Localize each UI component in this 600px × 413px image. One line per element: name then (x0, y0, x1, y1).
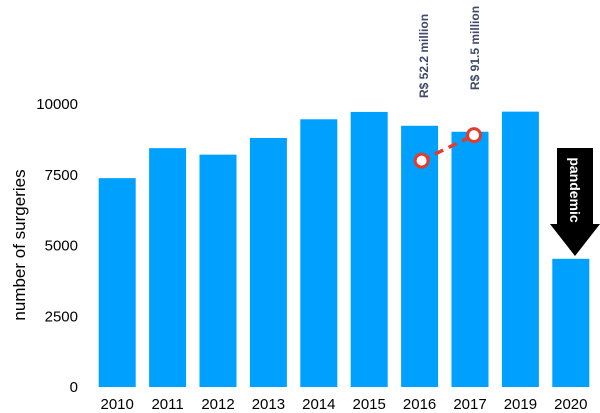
y-tick-label: 5000 (45, 238, 78, 255)
x-tick-label: 2016 (403, 396, 436, 413)
y-axis: 0 2500 5000 7500 10000 (36, 96, 78, 396)
cost-trend-end-point (466, 127, 482, 144)
x-tick-label: 2017 (453, 396, 486, 413)
y-tick-label: 2500 (45, 308, 78, 325)
x-tick-label: 2012 (201, 396, 234, 413)
x-tick-label: 2010 (101, 396, 134, 413)
bar-2014 (300, 119, 338, 388)
y-tick-label: 10000 (36, 96, 78, 113)
bar-2019 (501, 111, 539, 388)
x-tick-label: 2011 (151, 396, 183, 413)
pandemic-annotation: pandemic (550, 148, 600, 256)
bar-2012 (199, 154, 237, 387)
y-tick-label: 7500 (45, 167, 78, 184)
cost-trend-line (420, 133, 475, 163)
cost-label-2016: R$ 52.2 million (417, 14, 431, 98)
x-tick-label: 2014 (302, 396, 335, 413)
bar-2016 (401, 125, 439, 387)
bars (98, 111, 590, 388)
bar-2020 (552, 258, 590, 387)
bar-2015 (350, 111, 388, 387)
y-axis-title: number of surgeries (10, 169, 29, 320)
x-axis: 2010 2011 2012 2013 2014 2015 2016 2017 2019 2020 (101, 396, 588, 413)
cost-trend-marker (413, 127, 482, 169)
cost-trend-start-point (413, 152, 430, 169)
y-tick-label: 0 (70, 379, 78, 396)
x-tick-label: 2020 (554, 396, 587, 413)
bar-2017 (451, 131, 489, 387)
x-tick-label: 2015 (353, 396, 386, 413)
cost-label-2017: R$ 91.5 million (468, 6, 482, 90)
pandemic-arrow (550, 148, 600, 256)
x-tick-label: 2019 (504, 396, 537, 413)
bar-2010 (98, 178, 136, 387)
bar-2011 (149, 148, 187, 387)
bar-2013 (249, 137, 287, 387)
pandemic-label: pandemic (567, 157, 583, 223)
x-tick-label: 2013 (252, 396, 285, 413)
